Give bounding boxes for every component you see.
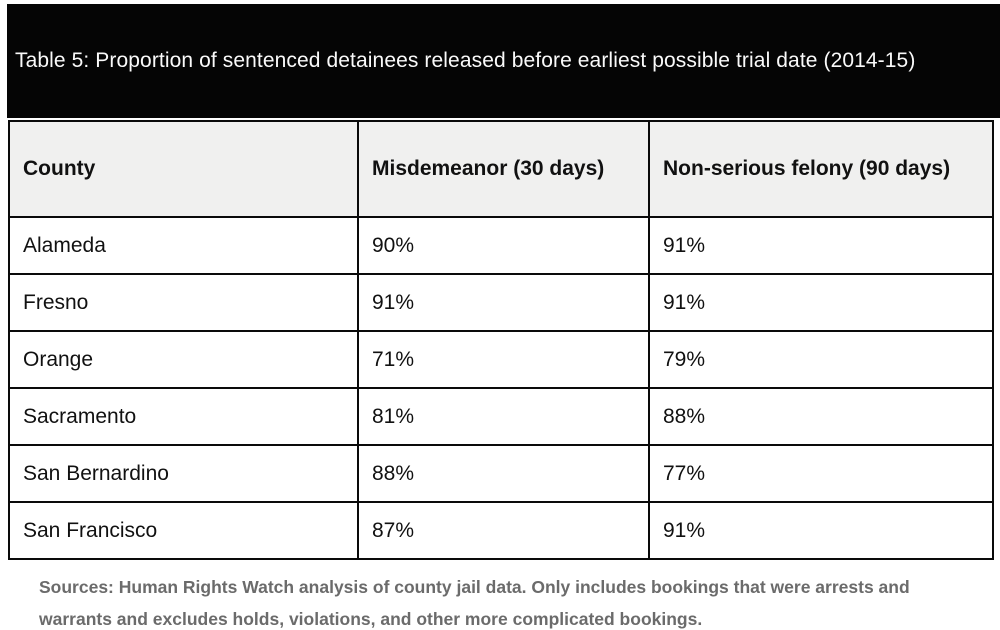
misdemeanor-value-cell: 90% <box>357 216 650 275</box>
header-row: County Misdemeanor (30 days) Non-serious… <box>8 120 994 218</box>
county-cell: San Bernardino <box>8 444 359 503</box>
felony-value-cell: 91% <box>648 273 994 332</box>
source-note: Sources: Human Rights Watch analysis of … <box>39 577 910 629</box>
column-header-misdemeanor: Misdemeanor (30 days) <box>357 120 650 218</box>
table-title: Table 5: Proportion of sentenced detaine… <box>15 48 916 72</box>
table-row: Fresno 91% 91% <box>8 273 994 332</box>
table-row: Alameda 90% 91% <box>8 216 994 275</box>
misdemeanor-value-cell: 87% <box>357 501 650 560</box>
misdemeanor-value-cell: 81% <box>357 387 650 446</box>
title-band: Table 5: Proportion of sentenced detaine… <box>7 4 1000 118</box>
misdemeanor-value-cell: 91% <box>357 273 650 332</box>
table-row: Sacramento 81% 88% <box>8 387 994 446</box>
county-cell: Orange <box>8 330 359 389</box>
misdemeanor-value-cell: 71% <box>357 330 650 389</box>
table-row: San Bernardino 88% 77% <box>8 444 994 503</box>
county-cell: Fresno <box>8 273 359 332</box>
felony-value-cell: 91% <box>648 501 994 560</box>
column-header-felony: Non-serious felony (90 days) <box>648 120 994 218</box>
table-row: Orange 71% 79% <box>8 330 994 389</box>
table-row: San Francisco 87% 91% <box>8 501 994 560</box>
county-cell: Alameda <box>8 216 359 275</box>
column-header-county: County <box>8 120 359 218</box>
county-cell: San Francisco <box>8 501 359 560</box>
data-table: County Misdemeanor (30 days) Non-serious… <box>8 120 994 560</box>
county-cell: Sacramento <box>8 387 359 446</box>
felony-value-cell: 77% <box>648 444 994 503</box>
misdemeanor-value-cell: 88% <box>357 444 650 503</box>
felony-value-cell: 91% <box>648 216 994 275</box>
felony-value-cell: 79% <box>648 330 994 389</box>
felony-value-cell: 88% <box>648 387 994 446</box>
